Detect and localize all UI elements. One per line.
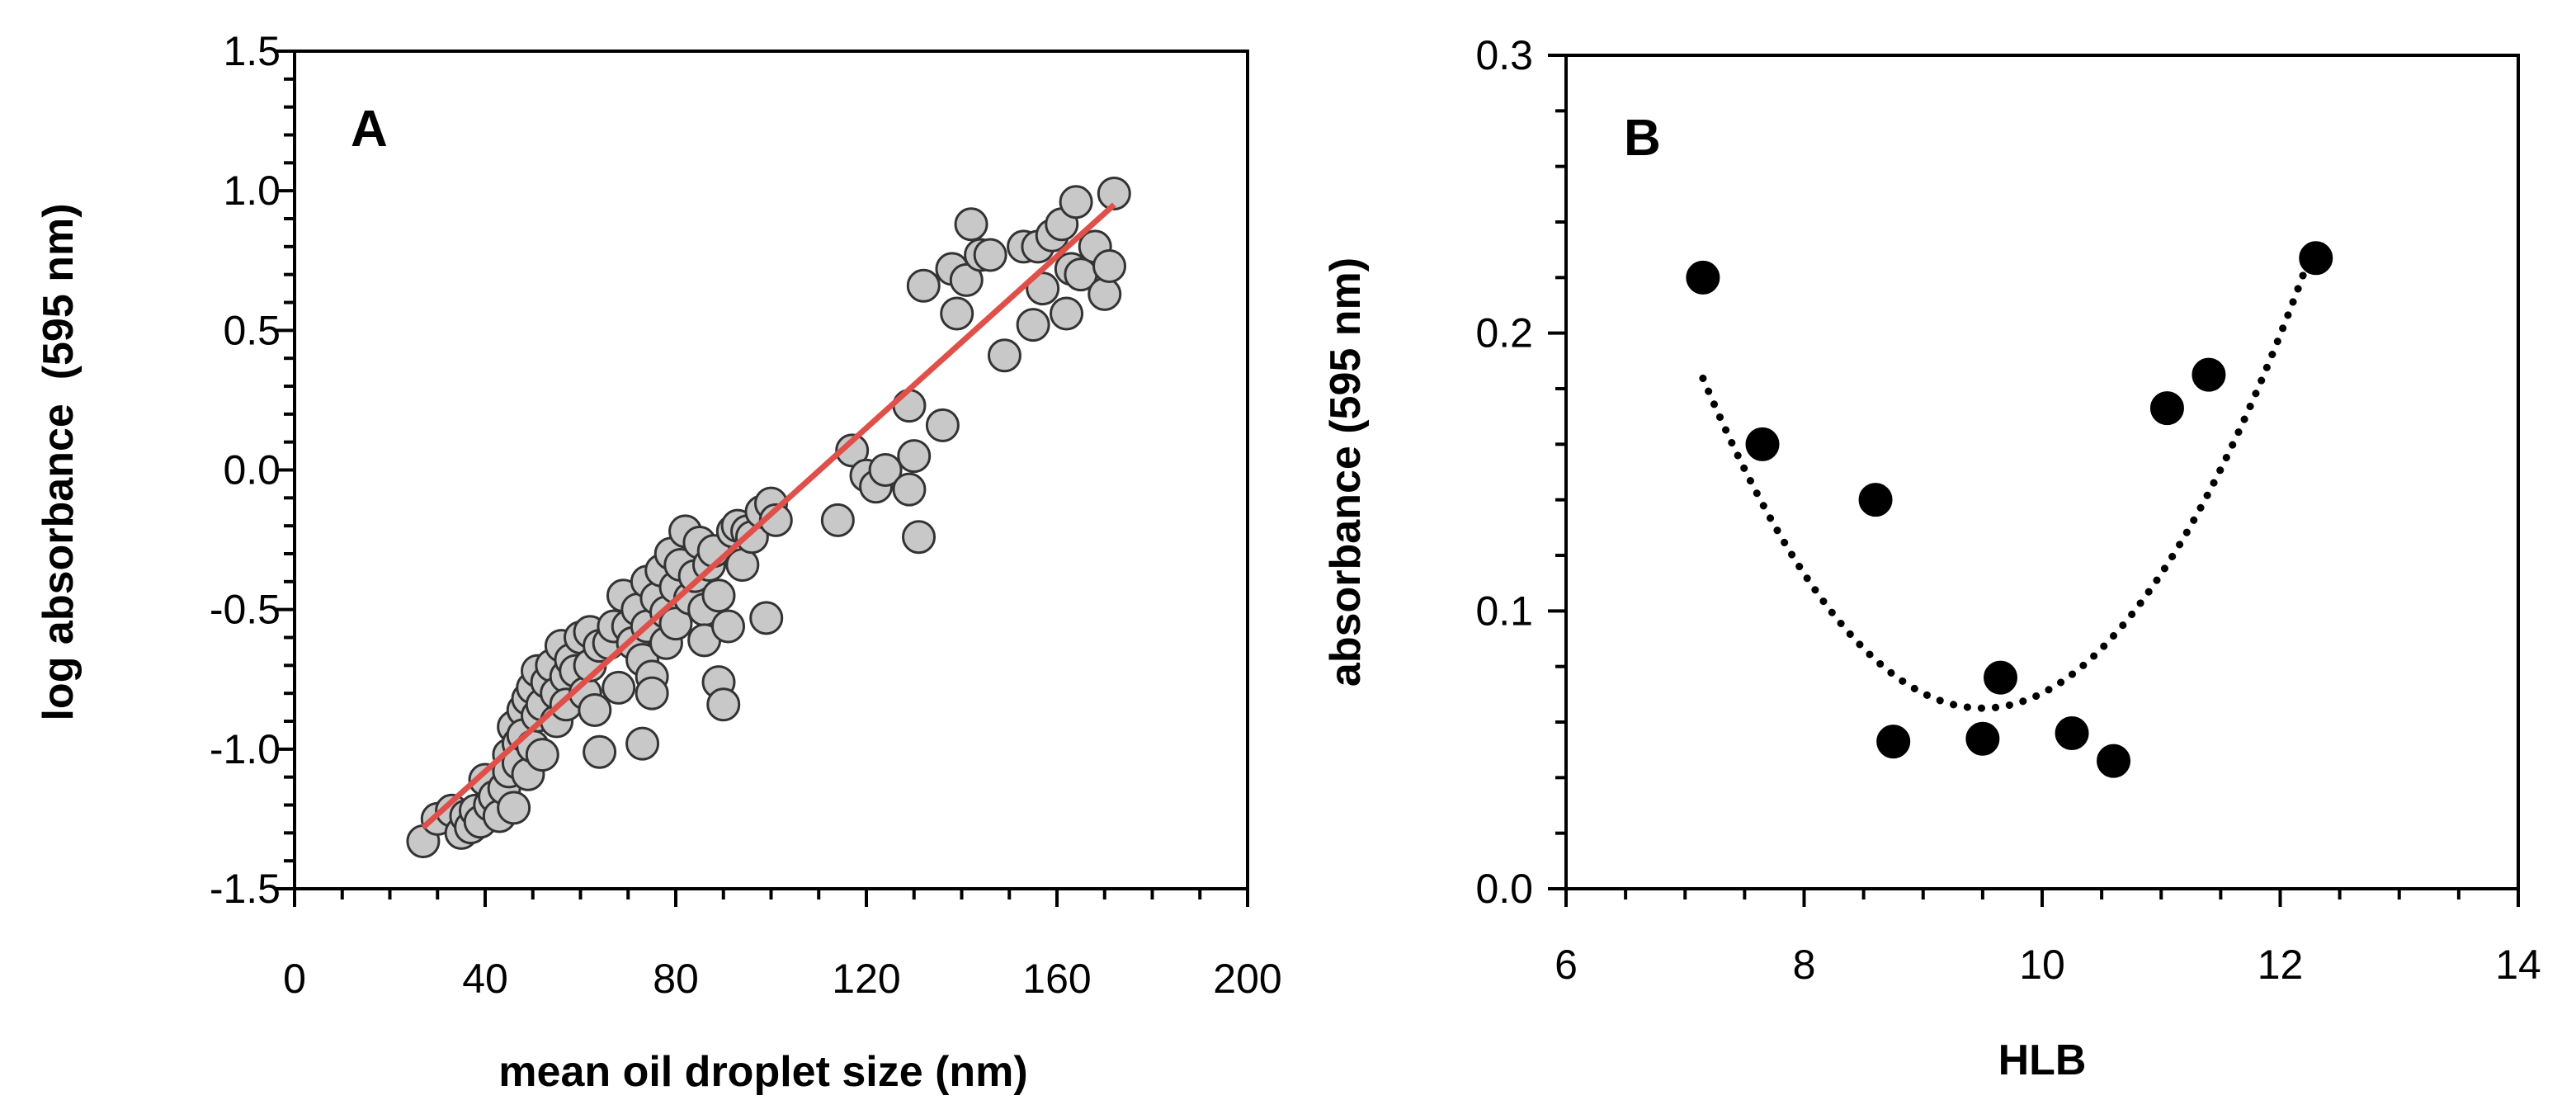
panel-b-data-point bbox=[2191, 357, 2226, 392]
panel-b-data-point bbox=[1686, 260, 1720, 295]
panel-b-data-point bbox=[1876, 725, 1911, 759]
panel-a-trendline bbox=[421, 202, 1116, 830]
panel-b-points bbox=[1686, 241, 2333, 778]
panel-a-data-point bbox=[711, 609, 746, 644]
panel-a-data-point bbox=[940, 296, 974, 331]
panel-a-data-point bbox=[1087, 276, 1122, 311]
panel-b-data-point bbox=[1984, 660, 2018, 695]
panel-a-x-axis-title: mean oil droplet size (nm) bbox=[498, 1048, 1027, 1096]
panel-b-x-axis-title: HLB bbox=[1998, 1036, 2087, 1084]
y-tick-label: -1.5 bbox=[210, 866, 281, 912]
panel-b-data-point bbox=[2097, 744, 2131, 778]
panel-a-data-point bbox=[625, 726, 660, 761]
panel-a-data-point bbox=[1050, 296, 1084, 331]
panel-b-data-point bbox=[1858, 483, 1893, 517]
panel-a-tick-labels: 0 40 80 120 160 200 -1.5 -1.0 -0.5 0.0 0.5 1.0 1.5 bbox=[210, 28, 1282, 1002]
panel-a-label: A bbox=[351, 101, 388, 158]
panel-a-plot-frame bbox=[293, 50, 1249, 890]
panel-a-data-point bbox=[749, 601, 784, 635]
panel-b-trendline bbox=[1699, 236, 2320, 712]
x-tick-label: 200 bbox=[1213, 956, 1281, 1002]
y-tick-label: 0.0 bbox=[223, 447, 281, 493]
panel-a-data-point bbox=[635, 676, 669, 711]
x-tick-label: 12 bbox=[2258, 942, 2304, 988]
panel-a-y-axis-title: log absorbance (595 nm) bbox=[35, 203, 83, 720]
x-tick-label: 8 bbox=[1793, 942, 1816, 988]
y-tick-label: -0.5 bbox=[210, 587, 281, 633]
y-tick-label: 1.0 bbox=[223, 168, 281, 214]
panel-a-data-point bbox=[835, 433, 870, 468]
panel-a-data-point bbox=[973, 238, 1007, 272]
panel-a-data-point bbox=[925, 408, 960, 442]
panel-a-data-point bbox=[658, 607, 693, 641]
x-tick-label: 14 bbox=[2495, 942, 2541, 988]
panel-b-tick-labels: 6 8 10 12 14 0.0 0.1 0.2 0.3 bbox=[1475, 32, 2541, 988]
x-tick-label: 6 bbox=[1555, 942, 1578, 988]
panel-b-data-point bbox=[2055, 715, 2089, 750]
panel-a-data-point bbox=[725, 548, 760, 583]
y-tick-label: 0.3 bbox=[1475, 32, 1533, 78]
panel-b-data-point bbox=[2149, 391, 2184, 426]
panel-a-data-point bbox=[602, 670, 636, 705]
panel-a-data-point bbox=[578, 692, 612, 727]
panel-b-chart: 6 8 10 12 14 0.0 0.1 0.2 0.3 B HLB absorbance (5… bbox=[1322, 32, 2541, 1084]
panel-a-data-point bbox=[1059, 185, 1093, 220]
panel-b-y-axis-title: absorbance (595 nm) bbox=[1322, 257, 1370, 687]
x-tick-label: 0 bbox=[283, 956, 306, 1002]
y-tick-label: 0.2 bbox=[1475, 310, 1533, 356]
panel-b-ticks bbox=[1548, 54, 2520, 907]
panel-a-data-point bbox=[954, 207, 988, 242]
x-tick-label: 120 bbox=[832, 956, 900, 1002]
panel-a-data-point bbox=[706, 687, 741, 722]
panel-a-data-point bbox=[497, 791, 531, 825]
x-tick-label: 80 bbox=[653, 956, 699, 1002]
panel-a-data-point bbox=[525, 738, 559, 772]
panel-b-label: B bbox=[1624, 110, 1661, 167]
panel-a-data-point bbox=[1092, 249, 1127, 284]
x-tick-label: 160 bbox=[1022, 956, 1091, 1002]
panel-a-data-point bbox=[892, 472, 927, 507]
panel-a-data-point bbox=[949, 262, 984, 297]
y-tick-label: -1.0 bbox=[210, 726, 281, 772]
panel-a-data-point bbox=[701, 578, 736, 613]
y-tick-label: 0.1 bbox=[1475, 588, 1533, 634]
panel-a-data-point bbox=[1016, 308, 1050, 342]
panel-a-data-point bbox=[987, 338, 1021, 373]
panel-a-ticks bbox=[276, 50, 1249, 907]
x-tick-label: 10 bbox=[2019, 942, 2065, 988]
panel-b-plot-frame bbox=[1564, 54, 2520, 890]
y-tick-label: 0.0 bbox=[1475, 866, 1533, 912]
panel-b-data-point bbox=[2299, 241, 2333, 276]
panel-b-data-point bbox=[1745, 427, 1780, 461]
panel-a-data-point bbox=[906, 268, 941, 303]
x-tick-label: 40 bbox=[462, 956, 508, 1002]
panel-a-data-point bbox=[820, 503, 855, 537]
y-tick-label: 0.5 bbox=[223, 307, 281, 353]
panel-b-data-point bbox=[1965, 721, 2000, 756]
panel-a-data-point bbox=[1097, 177, 1131, 211]
panel-a-data-point bbox=[897, 439, 932, 474]
y-tick-label: 1.5 bbox=[223, 28, 281, 74]
panel-a-data-point bbox=[583, 734, 617, 769]
panel-a-chart: 0 40 80 120 160 200 -1.5 -1.0 -0.5 0.0 0.5 1.0 1.5 A… bbox=[35, 28, 1282, 1096]
panel-a-data-point bbox=[902, 520, 937, 555]
panel-a-data-point bbox=[892, 389, 927, 423]
panel-a-data-point bbox=[868, 453, 903, 487]
